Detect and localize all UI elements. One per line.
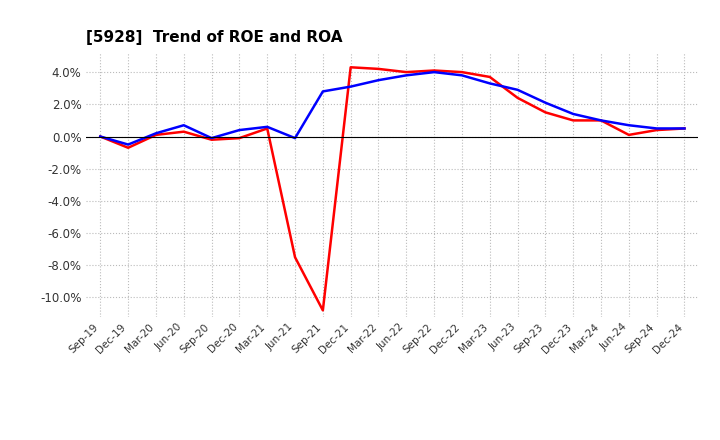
- ROA: [430, 70, 438, 75]
- ROA: [179, 123, 188, 128]
- ROE: [96, 134, 104, 139]
- ROE: [402, 70, 410, 75]
- ROE: [374, 66, 383, 72]
- ROA: [624, 123, 633, 128]
- ROE: [569, 118, 577, 123]
- ROA: [152, 131, 161, 136]
- ROA: [569, 111, 577, 117]
- ROA: [458, 73, 467, 78]
- ROA: [541, 100, 550, 105]
- Line: ROE: ROE: [100, 67, 685, 310]
- ROE: [652, 128, 661, 133]
- ROE: [624, 132, 633, 138]
- ROE: [485, 74, 494, 80]
- ROE: [430, 68, 438, 73]
- ROA: [485, 81, 494, 86]
- ROA: [124, 142, 132, 147]
- ROA: [291, 136, 300, 141]
- ROA: [597, 118, 606, 123]
- ROA: [374, 77, 383, 83]
- ROE: [235, 136, 243, 141]
- ROA: [680, 126, 689, 131]
- ROE: [152, 132, 161, 138]
- ROA: [513, 87, 522, 92]
- Line: ROA: ROA: [100, 72, 685, 145]
- ROE: [458, 70, 467, 75]
- ROE: [597, 118, 606, 123]
- ROA: [318, 89, 327, 94]
- ROE: [541, 110, 550, 115]
- ROE: [513, 95, 522, 100]
- ROE: [179, 129, 188, 134]
- ROE: [680, 126, 689, 131]
- ROE: [291, 255, 300, 260]
- ROE: [346, 65, 355, 70]
- ROE: [318, 308, 327, 313]
- ROA: [652, 126, 661, 131]
- ROA: [402, 73, 410, 78]
- ROE: [263, 126, 271, 131]
- ROA: [207, 136, 216, 141]
- ROA: [96, 134, 104, 139]
- ROA: [346, 84, 355, 89]
- ROE: [207, 137, 216, 143]
- ROA: [235, 128, 243, 133]
- Text: [5928]  Trend of ROE and ROA: [5928] Trend of ROE and ROA: [86, 29, 343, 45]
- ROE: [124, 145, 132, 150]
- ROA: [263, 124, 271, 129]
